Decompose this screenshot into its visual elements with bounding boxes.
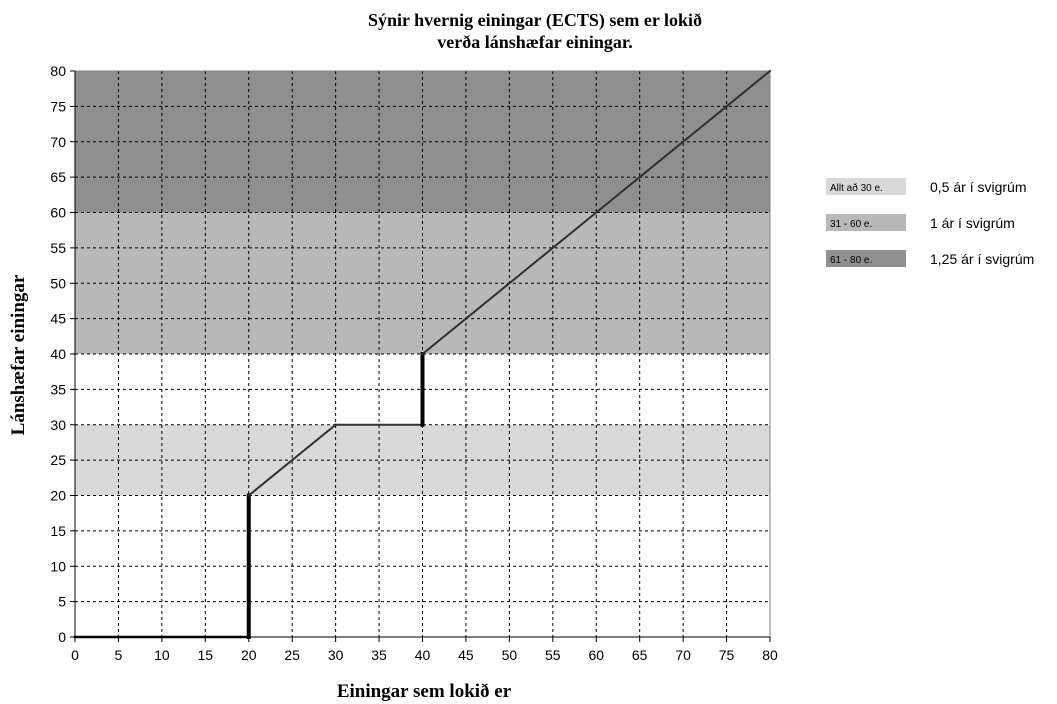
y-tick-label: 70: [50, 134, 66, 150]
x-tick-label: 20: [241, 647, 257, 663]
x-tick-label: 5: [115, 647, 123, 663]
legend-label: 1,25 ár í svigrúm: [930, 251, 1034, 267]
y-tick-label: 35: [50, 381, 66, 397]
legend-swatch: [826, 214, 906, 231]
x-tick-label: 40: [415, 647, 431, 663]
y-tick-label: 45: [50, 311, 66, 327]
y-tick-label: 65: [50, 169, 66, 185]
x-tick-label: 15: [198, 647, 214, 663]
legend-swatch-label: 61 - 80 e.: [830, 255, 872, 266]
legend-swatch: [826, 178, 906, 195]
series-segment: [247, 423, 338, 497]
x-axis-label: Einingar sem lokið er: [337, 681, 512, 702]
y-tick-label: 0: [58, 629, 66, 645]
x-tick-label: 0: [71, 647, 79, 663]
x-tick-label: 65: [632, 647, 648, 663]
chart-title-line1: Sýnir hvernig einingar (ECTS) sem er lok…: [368, 10, 702, 31]
x-tick-label: 30: [328, 647, 344, 663]
y-tick-label: 40: [50, 346, 66, 362]
y-tick-label: 15: [50, 523, 66, 539]
y-tick-label: 80: [50, 63, 66, 79]
x-tick-label: 60: [588, 647, 604, 663]
legend-swatch-label: 31 - 60 e.: [830, 219, 872, 230]
y-tick-label: 50: [50, 275, 66, 291]
x-tick-label: 35: [371, 647, 387, 663]
tick-labels: 0 5 10 15 20 25 30 35 40 45 50 55 60 65 70 75 80 0 5 10 15 20…: [50, 63, 778, 663]
y-tick-label: 55: [50, 240, 66, 256]
x-tick-label: 55: [545, 647, 561, 663]
x-tick-label: 10: [154, 647, 170, 663]
x-tick-label: 75: [719, 647, 735, 663]
x-tick-label: 70: [675, 647, 691, 663]
y-tick-label: 5: [58, 594, 66, 610]
chart-title-line2: verða lánshæfar einingar.: [437, 32, 633, 52]
y-tick-label: 10: [50, 558, 66, 574]
y-tick-label: 60: [50, 205, 66, 221]
legend: Allt að 30 e. 0,5 ár í svigrúm 31 - 60 e. 1…: [826, 178, 1034, 267]
y-tick-label: 20: [50, 488, 66, 504]
series: [73, 69, 772, 639]
y-tick-label: 30: [50, 417, 66, 433]
legend-swatch: [826, 250, 906, 267]
legend-label: 1 ár í svigrúm: [930, 215, 1015, 231]
y-tick-label: 25: [50, 452, 66, 468]
y-axis-label: Lánshæfar einingar: [8, 274, 29, 435]
legend-label: 0,5 ár í svigrúm: [930, 179, 1026, 195]
y-tick-label: 75: [50, 98, 66, 114]
series-segment: [421, 69, 772, 356]
x-tick-label: 45: [458, 647, 474, 663]
gridlines: [75, 71, 770, 637]
legend-swatch-label: Allt að 30 e.: [830, 182, 883, 194]
x-tick-label: 25: [284, 647, 300, 663]
x-tick-label: 50: [502, 647, 518, 663]
x-tick-label: 80: [762, 647, 778, 663]
